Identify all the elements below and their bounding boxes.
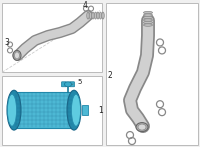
Text: 1: 1 (98, 106, 103, 115)
Ellipse shape (99, 12, 102, 19)
Ellipse shape (138, 124, 146, 130)
Ellipse shape (87, 12, 89, 19)
Ellipse shape (92, 12, 94, 19)
Text: 5: 5 (77, 79, 81, 85)
Ellipse shape (67, 90, 81, 130)
Ellipse shape (13, 50, 21, 60)
FancyBboxPatch shape (62, 82, 66, 87)
Ellipse shape (94, 12, 97, 19)
Ellipse shape (136, 123, 148, 132)
Ellipse shape (72, 94, 80, 126)
Ellipse shape (144, 16, 153, 19)
FancyBboxPatch shape (82, 105, 88, 115)
FancyBboxPatch shape (2, 76, 102, 145)
Text: 3: 3 (4, 38, 9, 47)
Ellipse shape (89, 12, 92, 19)
Ellipse shape (144, 19, 153, 21)
Ellipse shape (144, 24, 153, 26)
FancyBboxPatch shape (106, 3, 198, 145)
Ellipse shape (8, 94, 16, 126)
FancyBboxPatch shape (70, 82, 74, 87)
Ellipse shape (144, 21, 153, 24)
Ellipse shape (7, 90, 21, 130)
Ellipse shape (97, 12, 99, 19)
Text: 2: 2 (108, 71, 113, 80)
Ellipse shape (144, 11, 153, 14)
FancyBboxPatch shape (2, 3, 102, 72)
Ellipse shape (14, 52, 20, 59)
Ellipse shape (144, 14, 153, 16)
Ellipse shape (102, 12, 104, 19)
Text: 4: 4 (83, 1, 87, 10)
Ellipse shape (64, 82, 72, 87)
FancyBboxPatch shape (14, 92, 74, 128)
